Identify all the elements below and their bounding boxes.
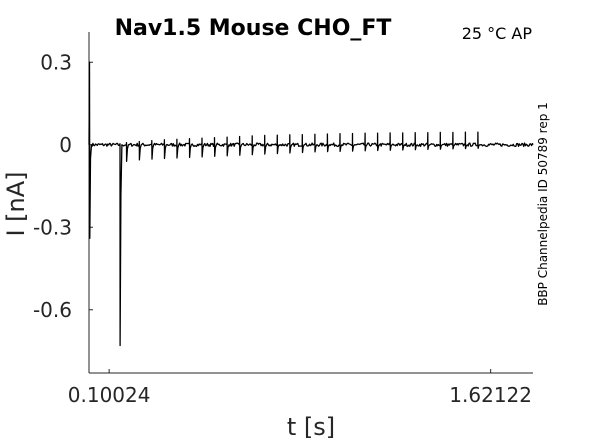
- ticks: 0.3 0 -0.3 -0.6 0.10024 1.62122: [33, 50, 532, 407]
- chart-title: Nav1.5 Mouse CHO_FT: [115, 16, 392, 41]
- y-tick-label: 0.3: [40, 50, 72, 74]
- axes: [88, 32, 533, 374]
- y-tick-label: 0: [59, 133, 72, 157]
- current-trace: [88, 61, 534, 347]
- x-tick-label: 1.62122: [449, 383, 532, 407]
- y-axis-label: I [nA]: [2, 171, 30, 236]
- x-tick-label: 0.10024: [68, 383, 151, 407]
- side-note: BBP Channelpedia ID 50789 rep 1: [536, 102, 550, 306]
- y-tick-label: -0.3: [33, 215, 72, 239]
- y-tick-label: -0.6: [33, 298, 72, 322]
- chart-subtitle: 25 °C AP: [462, 24, 533, 43]
- x-axis-label: t [s]: [287, 413, 335, 441]
